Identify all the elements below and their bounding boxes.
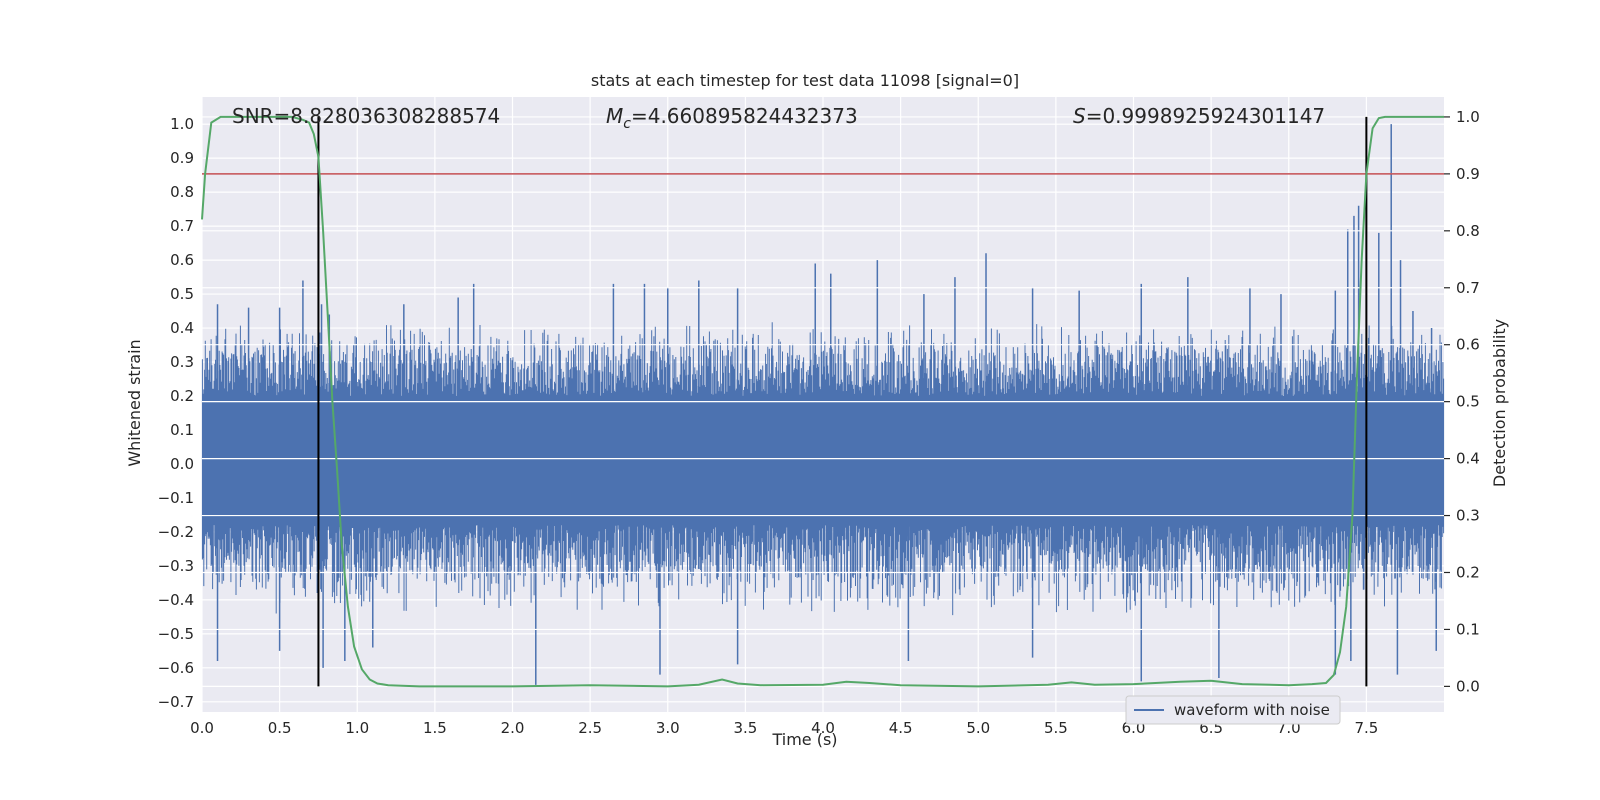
y-right-tick-label: 0.0 [1456, 677, 1480, 695]
x-tick-label: 0.0 [190, 719, 214, 737]
y-left-tick-label: 1.0 [170, 115, 194, 133]
x-tick-label: 0.5 [268, 719, 292, 737]
x-tick-label: 5.5 [1044, 719, 1068, 737]
chirp-mass-symbol: M [606, 104, 623, 128]
waveform-with-noise-series [201, 124, 1445, 685]
y-left-tick-label: 0.9 [170, 149, 194, 167]
y-left-tick-label: 0.0 [170, 455, 194, 473]
chirp-mass-annotation: Mc=4.660895824432373 [606, 104, 858, 132]
axis-ticks: 0.0 0.5 1.0 1.5 2.0 2.5 3.0 3.5 4.0 4.5 5.0 5.5 6.0 6… [158, 108, 1480, 737]
y-left-tick-label: 0.6 [170, 251, 194, 269]
y-left-tick-label: −0.7 [158, 693, 194, 711]
x-tick-label: 7.5 [1354, 719, 1378, 737]
legend-box [1125, 695, 1341, 725]
x-axis-label: Time (s) [771, 730, 837, 749]
overlay-lines [202, 116, 1444, 687]
y-left-tick-label: −0.4 [158, 591, 194, 609]
y-right-tick-label: 0.6 [1456, 336, 1480, 354]
score-symbol: S [1073, 104, 1086, 128]
x-tick-label: 3.5 [733, 719, 757, 737]
score-value: =0.9998925924301147 [1086, 104, 1325, 128]
chirp-mass-value: =4.660895824432373 [631, 104, 858, 128]
y-left-tick-label: 0.1 [170, 421, 194, 439]
x-tick-label: 2.5 [578, 719, 602, 737]
y-right-tick-label: 0.5 [1456, 393, 1480, 411]
y-left-tick-label: −0.1 [158, 489, 194, 507]
y-right-tick-label: 0.1 [1456, 620, 1480, 638]
x-tick-label: 5.0 [966, 719, 990, 737]
chart-title: stats at each timestep for test data 110… [591, 71, 1019, 90]
x-tick-label: 4.0 [811, 719, 835, 737]
y-left-tick-label: 0.2 [170, 387, 194, 405]
y-left-tick-label: 0.7 [170, 217, 194, 235]
y-right-tick-label: 0.4 [1456, 450, 1480, 468]
y-right-tick-label: 1.0 [1456, 108, 1480, 126]
detection-probability-line [201, 115, 1444, 688]
y-left-tick-label: −0.2 [158, 523, 194, 541]
y-left-tick-label: 0.8 [170, 183, 194, 201]
legend: waveform with noise [1125, 695, 1341, 725]
y-axis-left-label: Whitened strain [125, 339, 144, 466]
score-annotation: S=0.9998925924301147 [1073, 104, 1325, 128]
x-tick-label: 3.0 [656, 719, 680, 737]
y-axis-right-label: Detection probability [1490, 319, 1509, 487]
y-right-tick-label: 0.3 [1456, 507, 1480, 525]
y-right-tick-label: 0.9 [1456, 165, 1480, 183]
y-right-tick-label: 0.8 [1456, 222, 1480, 240]
snr-annotation: SNR=8.828036308288574 [232, 104, 500, 128]
y-left-tick-label: 0.3 [170, 353, 194, 371]
y-left-tick-label: −0.3 [158, 557, 194, 575]
x-tick-label: 1.0 [345, 719, 369, 737]
legend-label: waveform with noise [1174, 701, 1330, 719]
x-tick-label: 4.5 [889, 719, 913, 737]
x-tick-label: 2.0 [501, 719, 525, 737]
y-right-tick-label: 0.7 [1456, 279, 1480, 297]
detection-probability-series [201, 115, 1444, 688]
y-right-tick-label: 0.2 [1456, 563, 1480, 581]
x-tick-label: 1.5 [423, 719, 447, 737]
y-left-tick-label: 0.4 [170, 319, 194, 337]
chirp-mass-subscript: c [623, 116, 631, 132]
y-left-tick-label: −0.6 [158, 659, 194, 677]
y-left-tick-label: 0.5 [170, 285, 194, 303]
y-left-tick-label: −0.5 [158, 625, 194, 643]
